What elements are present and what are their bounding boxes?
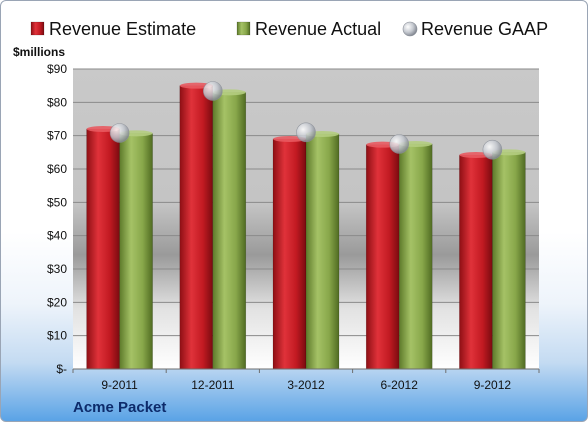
legend-swatch-actual [236,21,251,36]
chart-legend: Revenue Estimate Revenue Actual Revenue GA… [30,19,548,39]
y-tick-label: $10 [47,329,67,343]
y-axis-ticks: $- $10 $20 $30 $40 $50 $60 $70 $80 $90 [47,62,67,376]
legend-swatch-estimate [30,21,45,36]
bar-series [86,82,526,370]
x-tick-label: 9-2011 [101,378,138,392]
y-tick-label: $80 [47,95,67,109]
gaap-marker [109,123,130,143]
gaap-markers [109,81,503,160]
x-tick-label: 6-2012 [381,378,419,392]
y-tick-label: $50 [47,195,67,209]
company-name: Acme Packet [73,399,166,416]
gaap-marker [482,139,503,160]
bar-revenue-actual [119,133,153,370]
bar-revenue-actual [398,143,433,370]
bar-revenue-estimate [365,144,400,370]
gaap-marker [389,134,410,154]
y-tick-label: $30 [47,262,67,276]
y-tick-label: $20 [47,295,67,309]
gaap-marker [203,81,223,101]
y-tick-label: $- [56,362,67,376]
bar-revenue-actual [305,133,340,370]
y-tick-label: $40 [47,229,67,243]
y-tick-label: $60 [47,162,67,176]
bar-revenue-estimate [86,128,120,370]
legend-label: Revenue GAAP [421,19,548,39]
x-axis-ticks: 9-2011 12-2011 3-2012 6-2012 9-2012 [72,369,540,392]
legend-label: Revenue Estimate [49,19,196,39]
bar-revenue-estimate [272,138,307,370]
x-tick-label: 12-2011 [191,378,234,392]
bar-revenue-estimate [179,85,214,370]
bar-revenue-estimate [459,154,493,370]
bar-revenue-actual [212,92,247,370]
bar-revenue-actual [492,152,526,370]
x-tick-label: 9-2012 [474,378,512,392]
y-tick-label: $70 [47,129,67,143]
legend-label: Revenue Actual [255,19,381,39]
y-axis-unit-label: $millions [13,45,65,59]
gaap-marker [296,122,316,143]
x-tick-label: 3-2012 [287,378,325,392]
legend-swatch-gaap [402,21,418,37]
y-tick-label: $90 [47,62,67,76]
